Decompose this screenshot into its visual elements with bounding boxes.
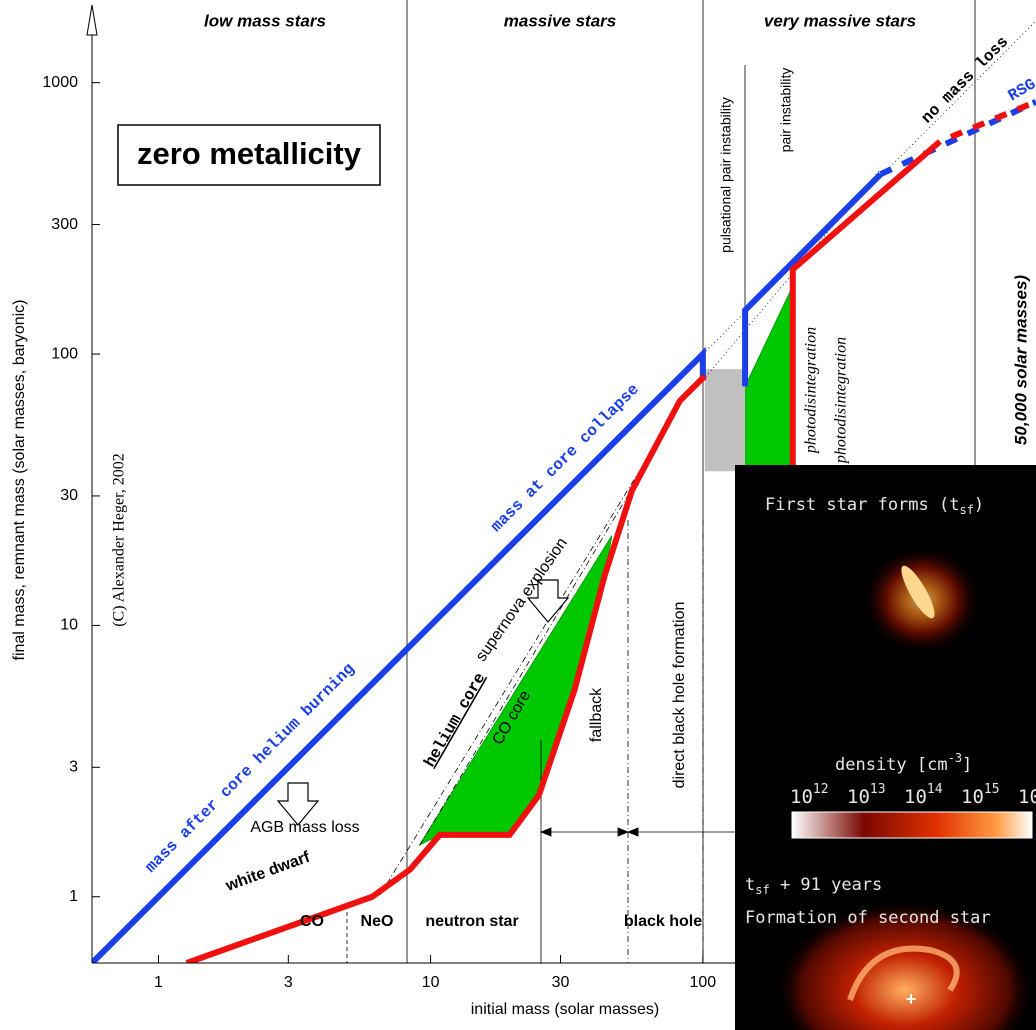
inset: + First star forms (tsf) density [cm-3] … (735, 465, 1036, 1030)
box-label: zero metallicity (137, 136, 362, 171)
x-tick-label: 3 (284, 974, 293, 991)
colorbar-exp: 14 (927, 782, 943, 797)
density-label: density [cm-3] (835, 751, 972, 776)
region-label: very massive stars (764, 11, 916, 30)
y-tick-label: 30 (60, 487, 78, 504)
annotation: fallback (588, 687, 605, 742)
series-line (185, 139, 942, 963)
x-tick-label: 10 (422, 974, 440, 991)
x-axis-label: initial mass (solar masses) (471, 1001, 659, 1018)
colorbar-exp: 15 (984, 782, 1000, 797)
annotation: pair instability (778, 68, 794, 153)
inset-title: tsf + 91 years (745, 875, 882, 897)
colorbar-label: 1015 (961, 782, 1000, 808)
y-tick-label: 3 (69, 759, 78, 776)
inset-title: Formation of second star (745, 908, 991, 928)
colorbar-base: 10 (1018, 786, 1036, 808)
y-tick-label: 300 (51, 216, 78, 233)
series-line (938, 98, 1036, 145)
colorbar-label: 1016 (1018, 782, 1036, 808)
line-label: RSG (1005, 75, 1036, 105)
region-label: low mass stars (204, 11, 326, 30)
y-axis-label: final mass, remnant mass (solar masses, … (11, 300, 28, 661)
colorbar-label: 1012 (790, 782, 829, 808)
x-tick-label: 30 (552, 974, 570, 991)
colorbar-labels: 10121013101410151016 (790, 782, 1036, 808)
line-label: no mass loss (918, 33, 1012, 127)
plot-area (92, 0, 1036, 963)
colorbar-exp: 13 (870, 782, 886, 797)
annotation: direct black hole formation (671, 602, 688, 789)
colorbar-base: 10 (904, 786, 927, 808)
annotation: white dwarf (223, 848, 313, 895)
annotation: CO (300, 913, 324, 930)
y-tick-label: 10 (60, 617, 78, 634)
annotation: photodisintegration (833, 337, 850, 464)
y-tick-label: 1 (69, 888, 78, 905)
lines (92, 98, 1036, 963)
colorbar-base: 10 (847, 786, 870, 808)
y-tick-label: 1000 (42, 74, 78, 91)
ticks: 1 3 10 30 100 300 1000 1 3 10 30 100 (42, 74, 716, 991)
areas (418, 285, 794, 847)
colorbar-base: 10 (961, 786, 984, 808)
colorbar-exp: 12 (813, 782, 829, 797)
annotation: AGB mass loss (250, 819, 359, 836)
annotation: neutron star (425, 913, 518, 930)
copyright: (C) Alexander Heger, 2002 (111, 453, 128, 627)
area (744, 285, 794, 470)
region-label: massive stars (504, 11, 616, 30)
area (418, 535, 613, 847)
series-line (92, 172, 883, 963)
y-tick-label: 100 (51, 345, 78, 362)
svg-text:+: + (906, 989, 917, 1009)
colorbar-label: 1014 (904, 782, 943, 808)
annotation: NeO (361, 913, 394, 930)
colorbar-label: 1013 (847, 782, 886, 808)
inset-title: First star forms (tsf) (765, 495, 984, 517)
area (704, 369, 746, 472)
series-line (879, 99, 1036, 177)
line-label: mass after core helium burning (142, 660, 358, 876)
colorbar-base: 10 (790, 786, 813, 808)
x-tick-label: 100 (689, 974, 716, 991)
annotation: 50,000 solar masses) (1011, 275, 1030, 445)
x-tick-label: 1 (154, 974, 163, 991)
annotation: photodisintegration (803, 327, 820, 454)
annotation: pulsational pair instability (718, 97, 734, 253)
annotation: black hole (624, 913, 702, 930)
line-label: mass at core collapse (488, 381, 643, 536)
